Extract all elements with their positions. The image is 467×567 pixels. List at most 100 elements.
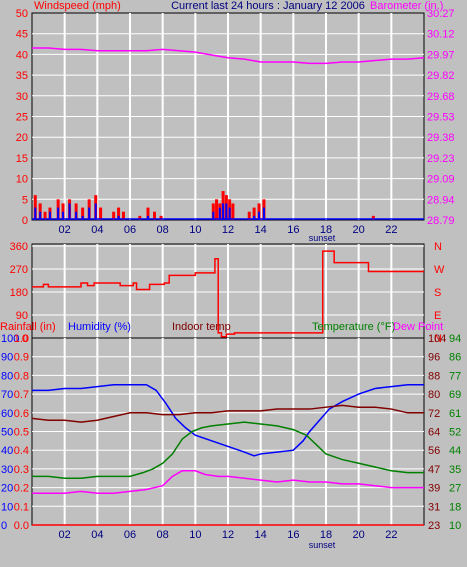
windspeed-tick-label: 15 <box>16 153 28 165</box>
dewpoint-line <box>32 470 424 494</box>
dewpoint-axis-label: Dew Point <box>393 321 443 333</box>
indoor-temp-tick-label: 88 <box>428 370 440 382</box>
direction-panel-marks <box>32 250 424 338</box>
indoor-temp-tick-label: 96 <box>428 352 440 364</box>
indoor-temp-tick-label: 23 <box>428 520 440 532</box>
wind-bar <box>39 211 42 220</box>
windspeed-tick-label: 35 <box>16 70 28 82</box>
gust-bar <box>231 203 235 220</box>
direction-degree-label: 360 <box>10 241 28 253</box>
barometer-tick-label: 29.97 <box>427 49 455 61</box>
gust-bar <box>146 207 150 220</box>
rainfall-axis-label: Rainfall (in) <box>0 321 56 333</box>
humidity-tick-label: 30 <box>1 464 13 476</box>
gust-bar <box>99 207 103 220</box>
temperature-tick-label: 77 <box>449 370 461 382</box>
wind-panel-grid <box>32 13 424 220</box>
humidity-tick-label: 70 <box>1 389 13 401</box>
indoor-temp-tick-label: 31 <box>428 501 440 513</box>
gust-bar <box>153 211 156 220</box>
hour-tick-label: 04 <box>91 529 103 541</box>
indoor-temp-line <box>31 404 424 423</box>
humidity-tick-label: 20 <box>1 483 13 495</box>
indoor-temp-axis-label: Indoor temp <box>172 321 231 333</box>
hour-tick-label: 18 <box>320 529 332 541</box>
windspeed-tick-label: 30 <box>16 91 28 103</box>
rainfall-tick-label: 0.9 <box>14 352 29 364</box>
hour-tick-label: 16 <box>287 224 299 236</box>
windspeed-tick-label: 10 <box>16 174 28 186</box>
hour-tick-label: 08 <box>157 224 169 236</box>
wind-bar <box>218 207 221 220</box>
temperature-tick-label: 52 <box>449 427 461 439</box>
gust-bar <box>138 215 142 220</box>
temperature-tick-label: 61 <box>449 408 461 420</box>
windspeed-axis-label: Windspeed (mph) <box>34 0 121 12</box>
compass-label: N <box>434 241 442 253</box>
hour-tick-label: 20 <box>353 224 365 236</box>
humidity-tick-label: 100 <box>1 333 19 345</box>
gust-bar <box>43 211 47 220</box>
barometer-tick-label: 30.12 <box>427 29 455 41</box>
windspeed-tick-label: 45 <box>16 29 28 41</box>
wind-bar <box>88 207 91 220</box>
hour-tick-label: 12 <box>222 529 234 541</box>
humidity-tick-label: 60 <box>1 408 13 420</box>
gust-bar <box>252 207 256 220</box>
wind-bar <box>94 203 97 220</box>
barometer-tick-label: 28.79 <box>427 215 455 227</box>
compass-label: N <box>434 333 442 345</box>
gust-bar <box>117 207 121 220</box>
direction-degree-label: 0 <box>22 333 28 345</box>
humidity-tick-label: 0 <box>1 520 7 532</box>
rainfall-tick-label: 0.2 <box>14 483 29 495</box>
rainfall-tick-label: 1.0 <box>14 333 29 345</box>
temperature-line <box>32 421 424 479</box>
hour-tick-label: 06 <box>124 529 136 541</box>
temperature-tick-label: 94 <box>449 333 461 345</box>
wind-bar <box>48 211 51 220</box>
compass-label: S <box>434 287 441 299</box>
indoor-temp-tick-label: 39 <box>428 483 440 495</box>
gust-bar <box>371 215 375 220</box>
indoor-temp-tick-label: 104 <box>428 333 446 345</box>
rainfall-tick-label: 0.3 <box>14 464 29 476</box>
barometer-tick-label: 29.23 <box>427 153 455 165</box>
compass-label: E <box>434 310 441 322</box>
indoor-temp-tick-label: 80 <box>428 389 440 401</box>
temperature-axis-label: Temperature (°F) <box>312 321 395 333</box>
chart-title: Current last 24 hours : January 12 2006 <box>171 0 365 12</box>
barometer-tick-label: 29.38 <box>427 132 455 144</box>
direction-degree-label: 270 <box>10 264 28 276</box>
sunset-label: sunset <box>309 540 336 550</box>
barometer-tick-label: 30.27 <box>427 8 455 20</box>
wind-bar <box>68 203 71 220</box>
gust-bar <box>81 207 85 220</box>
barometer-tick-label: 29.53 <box>427 112 455 124</box>
compass-label: W <box>434 264 445 276</box>
gust-bar <box>247 211 251 220</box>
wind-bar <box>75 211 78 220</box>
indoor-temp-tick-label: 72 <box>428 408 440 420</box>
temperature-tick-label: 35 <box>449 464 461 476</box>
hour-tick-label: 22 <box>385 529 397 541</box>
wind-bar <box>258 211 261 220</box>
temperature-tick-label: 18 <box>449 501 461 513</box>
climate-panel-labels: 01020304050607080901000.00.10.20.30.40.5… <box>1 333 461 550</box>
rainfall-tick-label: 0.5 <box>14 427 29 439</box>
temperature-tick-label: 44 <box>449 445 461 457</box>
humidity-axis-label: Humidity (%) <box>68 321 131 333</box>
humidity-line <box>32 384 424 457</box>
gust-bar <box>112 211 116 220</box>
indoor-temp-tick-label: 47 <box>428 464 440 476</box>
wind-bar <box>146 215 149 220</box>
climate-panel-marks <box>31 384 424 526</box>
indoor-temp-tick-label: 56 <box>428 445 440 457</box>
hour-tick-label: 14 <box>255 529 267 541</box>
wind-bar <box>212 211 215 220</box>
hour-tick-label: 18 <box>320 224 332 236</box>
hour-tick-label: 10 <box>189 224 201 236</box>
windspeed-tick-label: 50 <box>16 8 28 20</box>
